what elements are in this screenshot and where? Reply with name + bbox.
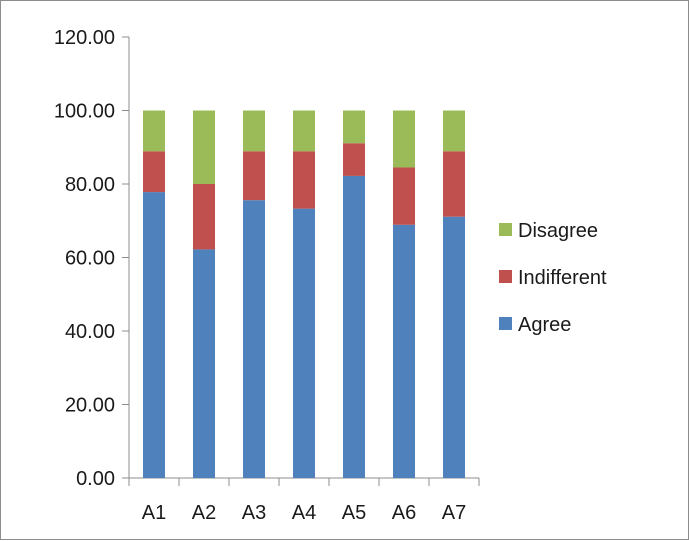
bar-indifferent-a1 bbox=[143, 151, 165, 193]
x-axis: A1 A2 A3 A4 A5 A6 A7 bbox=[128, 477, 480, 524]
bar-agree-a4 bbox=[293, 208, 315, 478]
bar-agree-a2 bbox=[193, 249, 215, 478]
legend-label-agree: Agree bbox=[518, 314, 571, 336]
legend-swatch-indifferent bbox=[499, 270, 512, 283]
bar-disagree-a6 bbox=[393, 110, 415, 168]
y-tick-label: 80.00 bbox=[65, 174, 115, 196]
x-tick-label: A5 bbox=[342, 502, 366, 524]
y-tick-label: 0.00 bbox=[76, 468, 115, 490]
x-tick-label: A2 bbox=[192, 502, 216, 524]
y-tick-label: 40.00 bbox=[65, 321, 115, 343]
y-tick-label: 60.00 bbox=[65, 248, 115, 270]
x-tick-label: A4 bbox=[292, 502, 316, 524]
x-tick-label: A1 bbox=[142, 502, 166, 524]
bar-indifferent-a4 bbox=[293, 151, 315, 209]
bar-disagree-a1 bbox=[143, 110, 165, 152]
bar-disagree-a3 bbox=[243, 110, 265, 152]
bar-agree-a5 bbox=[343, 175, 365, 479]
bar-indifferent-a3 bbox=[243, 151, 265, 201]
bars bbox=[143, 110, 465, 479]
bar-disagree-a5 bbox=[343, 110, 365, 144]
x-tick-label: A6 bbox=[392, 502, 416, 524]
y-tick-label: 100.00 bbox=[54, 101, 115, 123]
bar-disagree-a7 bbox=[443, 110, 465, 152]
legend-label-disagree: Disagree bbox=[518, 220, 598, 242]
y-tick-label: 20.00 bbox=[65, 395, 115, 417]
legend: Disagree Indifferent Agree bbox=[499, 220, 607, 336]
bar-indifferent-a2 bbox=[193, 184, 215, 250]
y-axis: 0.00 20.00 40.00 60.00 80.00 100.00 120.00 bbox=[54, 27, 130, 490]
bar-disagree-a4 bbox=[293, 110, 315, 152]
bar-agree-a1 bbox=[143, 192, 165, 478]
bar-disagree-a2 bbox=[193, 110, 215, 184]
x-tick-label: A7 bbox=[442, 502, 466, 524]
y-tick-label: 120.00 bbox=[54, 27, 115, 49]
legend-swatch-disagree bbox=[499, 223, 512, 236]
bar-agree-a6 bbox=[393, 224, 415, 478]
legend-swatch-agree bbox=[499, 317, 512, 330]
bar-indifferent-a5 bbox=[343, 143, 365, 176]
legend-label-indifferent: Indifferent bbox=[518, 267, 607, 289]
bar-agree-a3 bbox=[243, 200, 265, 479]
bar-agree-a7 bbox=[443, 216, 465, 478]
bar-indifferent-a7 bbox=[443, 151, 465, 217]
bar-indifferent-a6 bbox=[393, 167, 415, 225]
x-tick-label: A3 bbox=[242, 502, 266, 524]
